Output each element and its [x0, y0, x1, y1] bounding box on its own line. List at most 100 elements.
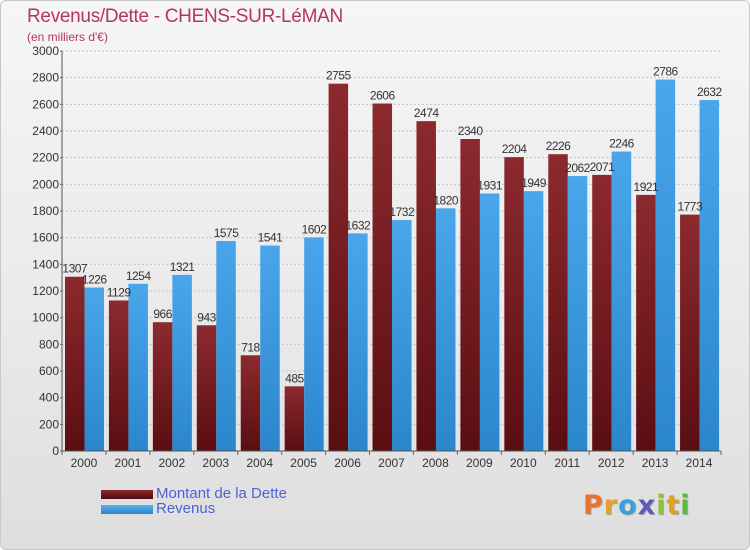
- x-tick-label: 2002: [158, 456, 185, 470]
- bar-revenue: [348, 233, 368, 451]
- y-tick-label: 0: [52, 444, 59, 458]
- data-label-debt: 2071: [590, 160, 616, 174]
- bar-debt: [592, 174, 612, 451]
- x-tick-label: 2003: [202, 456, 229, 470]
- x-tick-label: 2001: [115, 456, 142, 470]
- bar-debt: [680, 214, 700, 451]
- y-tick-label: 1400: [32, 257, 59, 271]
- data-label-debt: 1921: [634, 180, 660, 194]
- y-tick-label: 1000: [32, 311, 59, 325]
- bar-revenue: [435, 208, 456, 451]
- data-label-debt: 966: [153, 307, 172, 321]
- data-label-revenue: 1321: [170, 260, 196, 274]
- bar-revenue: [128, 283, 148, 451]
- logo-letter: x: [637, 490, 657, 521]
- data-label-debt: 943: [197, 310, 216, 324]
- logo-letter: i: [680, 490, 691, 521]
- y-tick-label: 1800: [32, 204, 59, 218]
- y-tick-label: 2400: [32, 124, 59, 138]
- x-tick-label: 2013: [642, 456, 669, 470]
- bar-revenue: [479, 193, 500, 452]
- data-label-debt: 2755: [326, 69, 352, 83]
- legend-label-debt: Montant de la Dette: [156, 485, 287, 502]
- logo-letter: t: [666, 490, 681, 521]
- data-label-revenue: 2786: [653, 65, 679, 79]
- data-label-revenue: 1949: [521, 176, 547, 190]
- chart-title: Revenus/Dette - CHENS-SUR-LéMAN: [27, 6, 343, 27]
- y-tick-label: 600: [39, 364, 59, 378]
- bar-revenue: [392, 220, 412, 451]
- x-tick-label: 2009: [466, 456, 493, 470]
- x-tick-label: 2012: [598, 456, 625, 470]
- data-label-debt: 2226: [546, 139, 572, 153]
- bar-debt: [196, 325, 217, 451]
- bar-revenue: [260, 245, 280, 451]
- y-tick-label: 1200: [32, 284, 59, 298]
- data-label-debt: 485: [285, 371, 304, 385]
- data-label-revenue: 2246: [609, 137, 635, 151]
- data-label-revenue: 2632: [697, 85, 723, 99]
- y-tick-label: 1600: [32, 231, 59, 245]
- logo-letter: r: [603, 490, 619, 521]
- bar-debt: [372, 103, 393, 452]
- bar-revenue: [84, 287, 104, 451]
- data-label-revenue: 1541: [258, 231, 284, 245]
- bar-revenue: [523, 191, 544, 451]
- x-tick-label: 2004: [246, 456, 273, 470]
- data-label-revenue: 1254: [126, 269, 152, 283]
- data-label-debt: 1307: [62, 262, 88, 276]
- data-label-revenue: 1732: [389, 205, 415, 219]
- data-label-revenue: 1931: [477, 179, 503, 193]
- y-tick-label: 200: [39, 417, 59, 431]
- data-label-revenue: 1602: [302, 222, 328, 236]
- y-tick-label: 2000: [32, 177, 59, 191]
- logo-letter: P: [583, 490, 604, 521]
- x-tick-label: 2008: [422, 456, 449, 470]
- x-tick-label: 2011: [554, 456, 580, 470]
- bar-revenue: [172, 274, 192, 451]
- data-label-debt: 718: [241, 340, 260, 354]
- y-tick-label: 3000: [32, 44, 59, 58]
- x-tick-label: 2014: [686, 456, 713, 470]
- bar-revenue: [304, 237, 324, 451]
- data-label-debt: 2204: [502, 142, 528, 156]
- bar-debt: [240, 355, 261, 451]
- bar-debt: [65, 276, 85, 451]
- legend-swatch-revenue: [101, 505, 153, 514]
- data-label-debt: 1773: [677, 200, 703, 214]
- bar-debt: [504, 157, 524, 451]
- legend-swatch-debt: [101, 490, 153, 499]
- bar-debt: [284, 386, 305, 451]
- bar-debt: [460, 139, 480, 451]
- proxiti-logo: Proxiti: [583, 490, 691, 521]
- x-tick-label: 2000: [71, 456, 98, 470]
- data-label-debt: 2474: [414, 106, 440, 120]
- data-label-revenue: 1575: [214, 226, 240, 240]
- data-label-revenue: 1632: [345, 218, 371, 232]
- bar-revenue: [567, 176, 588, 452]
- y-tick-label: 2800: [32, 71, 59, 85]
- data-label-debt: 2606: [370, 89, 396, 103]
- bar-debt: [328, 83, 349, 452]
- data-label-revenue: 2062: [565, 161, 591, 175]
- bar-revenue: [655, 79, 676, 452]
- bar-debt: [548, 154, 568, 451]
- bar-revenue: [611, 151, 632, 452]
- data-label-debt: 1129: [107, 285, 132, 299]
- bar-debt: [108, 300, 129, 451]
- legend-label-revenue: Revenus: [156, 500, 216, 517]
- data-label-revenue: 1820: [433, 193, 459, 207]
- chart-subtitle: (en milliers d'€): [27, 30, 108, 44]
- y-tick-label: 400: [39, 391, 59, 405]
- bar-debt: [416, 121, 436, 451]
- data-label-debt: 2340: [458, 124, 484, 138]
- x-tick-label: 2006: [334, 456, 361, 470]
- x-tick-label: 2010: [510, 456, 537, 470]
- bar-debt: [636, 194, 656, 451]
- data-label-revenue: 1226: [82, 273, 108, 287]
- bar-debt: [152, 322, 173, 451]
- y-tick-label: 2200: [32, 151, 59, 165]
- logo-letter: o: [618, 490, 638, 521]
